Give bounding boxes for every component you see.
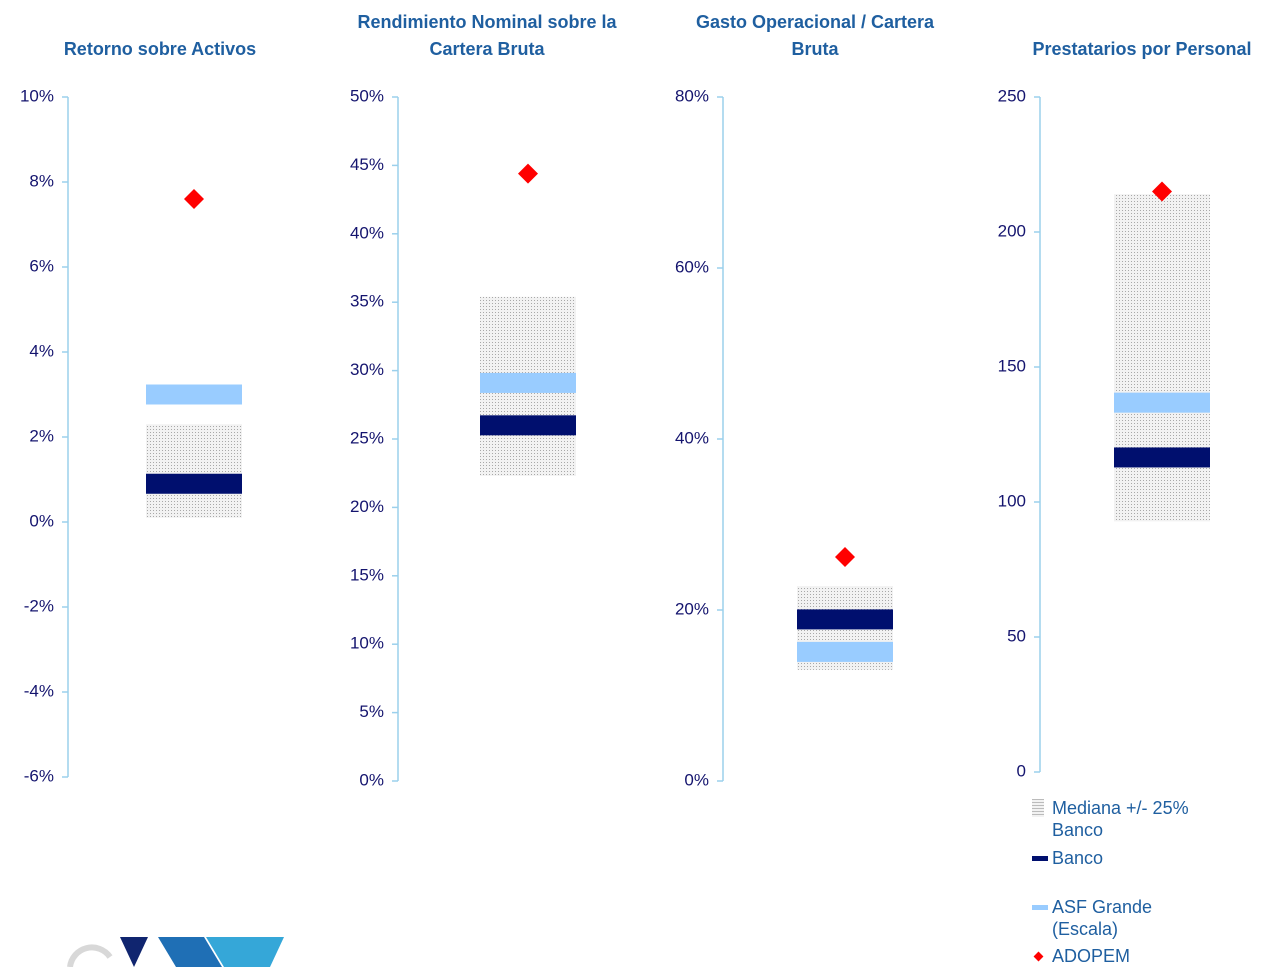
y-tick-label: 0 (1017, 761, 1026, 780)
adopem-marker (1152, 181, 1172, 202)
range-bar (146, 424, 242, 518)
y-tick-label: 30% (350, 360, 384, 379)
banco-bar (146, 473, 242, 494)
chart-title: Cartera Bruta (429, 39, 545, 59)
banco-bar (480, 415, 576, 436)
y-tick-label: 40% (350, 223, 384, 242)
legend-entry: Mediana +/- 25% Banco (1030, 797, 1212, 841)
y-tick-label: 20% (350, 497, 384, 516)
legend-label: ASF Grande (Escala) (1052, 897, 1153, 939)
legend-entry: Banco (1030, 847, 1212, 869)
y-tick-label: 50% (350, 86, 384, 105)
y-tick-label: 0% (29, 511, 54, 530)
y-tick-label: 40% (675, 428, 709, 447)
y-tick-label: 35% (350, 292, 384, 311)
y-tick-label: 2% (29, 426, 54, 445)
legend-entry: ADOPEM (1030, 945, 1212, 967)
adopem-marker (518, 163, 538, 184)
y-tick-label: 5% (359, 702, 384, 721)
y-tick-label: 100 (998, 491, 1026, 510)
y-tick-label: 10% (350, 634, 384, 653)
y-tick-label: 15% (350, 565, 384, 584)
y-tick-label: 150 (998, 356, 1026, 375)
legend-swatch (1032, 799, 1044, 817)
legend-swatch (1033, 951, 1044, 962)
asf-bar (1114, 392, 1210, 413)
range-bar (1114, 194, 1210, 522)
y-tick-label: 45% (350, 155, 384, 174)
y-tick-label: -4% (24, 681, 54, 700)
chart-title: Retorno sobre Activos (64, 39, 256, 59)
y-tick-label: 0% (359, 770, 384, 789)
chart-title: Bruta (791, 39, 839, 59)
chart-title: Rendimiento Nominal sobre la (357, 12, 617, 32)
adopem-marker (835, 546, 855, 567)
legend-label: Banco (1052, 848, 1104, 868)
y-tick-label: -6% (24, 766, 54, 785)
legend-swatch (1032, 856, 1048, 861)
chart-title: Gasto Operacional / Cartera (696, 12, 935, 32)
y-tick-label: 200 (998, 221, 1026, 240)
y-tick-label: 4% (29, 341, 54, 360)
chart-title: Prestatarios por Personal (1032, 39, 1251, 59)
banco-bar (1114, 447, 1210, 468)
asf-bar (146, 384, 242, 405)
y-tick-label: 25% (350, 428, 384, 447)
legend-entry: ASF Grande (Escala) (1030, 896, 1212, 940)
adopem-marker (184, 189, 204, 209)
y-tick-label: 6% (29, 256, 54, 275)
y-tick-label: 10% (20, 86, 54, 105)
y-tick-label: 50 (1007, 626, 1026, 645)
y-tick-label: 8% (29, 171, 54, 190)
y-tick-label: 60% (675, 257, 709, 276)
legend-swatch (1032, 905, 1048, 910)
legend-label: ADOPEM (1052, 946, 1131, 966)
y-tick-label: -2% (24, 596, 54, 615)
legend-label: Mediana +/- 25% Banco (1052, 798, 1189, 840)
y-tick-label: 0% (684, 770, 709, 789)
y-tick-label: 80% (675, 86, 709, 105)
y-tick-label: 20% (675, 599, 709, 618)
asf-bar (797, 641, 893, 662)
asf-bar (480, 372, 576, 393)
y-tick-label: 250 (998, 86, 1026, 105)
banco-bar (797, 609, 893, 630)
logo (67, 937, 284, 967)
